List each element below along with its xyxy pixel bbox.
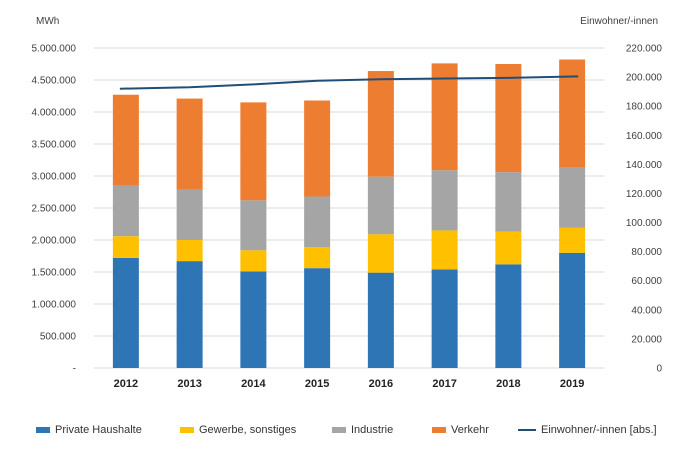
legend-item-gewerbe: Gewerbe, sonstiges <box>180 418 296 442</box>
y-right-tick-label: 40.000 <box>631 305 662 316</box>
legend-swatch <box>36 427 50 433</box>
bar-segment-2-2013 <box>176 240 203 262</box>
bar-segment-3-2012 <box>112 185 139 237</box>
bar-segment-4-2018 <box>495 64 522 173</box>
y-left-tick-label: - <box>73 364 76 375</box>
bar-segment-2-2014 <box>240 250 267 272</box>
y-left-tick-label: 2.000.000 <box>32 236 77 247</box>
bar-segment-1-2018 <box>495 264 522 368</box>
y-axis-right-unit: Einwohner/-innen <box>580 16 658 27</box>
y-right-tick-label: 60.000 <box>631 276 662 287</box>
legend-item-einwohner: Einwohner/-innen [abs.] <box>518 418 657 442</box>
legend-swatch <box>180 427 194 433</box>
legend-label: Private Haushalte <box>55 424 142 436</box>
legend-label: Einwohner/-innen [abs.] <box>541 424 657 436</box>
y-right-tick-label: 140.000 <box>626 160 663 171</box>
legend-label: Gewerbe, sonstiges <box>199 424 297 436</box>
bar-segment-3-2014 <box>240 200 267 251</box>
x-tick-label: 2015 <box>305 378 329 390</box>
legend-swatch <box>332 427 346 433</box>
bar-segment-1-2015 <box>304 268 331 368</box>
bar-segment-4-2013 <box>176 98 203 190</box>
bar-segment-2-2017 <box>431 230 458 270</box>
y-right-tick-label: 100.000 <box>626 218 663 229</box>
y-axis-left: - 500.000 1.000.000 1.500.000 2.000.000 2.500… <box>32 44 77 375</box>
bar-segment-4-2014 <box>240 102 267 201</box>
y-right-tick-label: 160.000 <box>626 131 663 142</box>
y-right-tick-label: 220.000 <box>626 44 663 55</box>
x-tick-label: 2013 <box>177 378 201 390</box>
y-right-tick-label: 120.000 <box>626 189 663 200</box>
y-right-tick-label: 20.000 <box>631 334 662 345</box>
legend-item-private-haushalte: Private Haushalte <box>36 418 142 442</box>
legend-item-verkehr: Verkehr <box>432 418 489 442</box>
bar-segment-4-2016 <box>367 71 394 177</box>
bar-segment-1-2014 <box>240 271 267 368</box>
x-tick-label: 2016 <box>369 378 393 390</box>
y-left-tick-label: 4.500.000 <box>32 76 77 87</box>
legend: Private Haushalte Gewerbe, sonstiges Ind… <box>0 418 693 442</box>
bar-segment-1-2019 <box>559 252 586 368</box>
x-tick-label: 2014 <box>241 378 266 390</box>
bar-segment-1-2016 <box>367 272 394 368</box>
y-right-tick-label: 0 <box>656 364 662 375</box>
x-tick-label: 2017 <box>432 378 456 390</box>
bars <box>112 59 586 368</box>
y-left-tick-label: 500.000 <box>40 332 77 343</box>
bar-segment-1-2017 <box>431 269 458 368</box>
legend-line-swatch <box>518 429 536 431</box>
y-axis-left-unit: MWh <box>36 16 59 27</box>
bar-segment-4-2015 <box>304 100 331 197</box>
legend-item-industrie: Industrie <box>332 418 393 442</box>
x-tick-label: 2019 <box>560 378 584 390</box>
x-tick-label: 2018 <box>496 378 520 390</box>
bar-segment-3-2018 <box>495 172 522 232</box>
y-left-tick-label: 1.000.000 <box>32 300 77 311</box>
y-left-tick-label: 4.000.000 <box>32 108 77 119</box>
y-left-tick-label: 3.500.000 <box>32 140 77 151</box>
y-right-tick-label: 80.000 <box>631 247 662 258</box>
legend-label: Verkehr <box>451 424 489 436</box>
population-line <box>119 75 579 90</box>
bar-segment-2-2018 <box>495 231 522 265</box>
bar-segment-3-2017 <box>431 170 458 231</box>
bar-segment-1-2013 <box>176 261 203 368</box>
bar-segment-4-2012 <box>112 94 139 186</box>
legend-label: Industrie <box>351 424 394 436</box>
bar-segment-3-2016 <box>367 176 394 235</box>
bar-segment-2-2019 <box>559 227 586 253</box>
y-left-tick-label: 5.000.000 <box>32 44 77 55</box>
y-axis-right: 0 20.000 40.000 60.000 80.000 100.000 120.000 1… <box>626 44 663 375</box>
y-left-tick-label: 2.500.000 <box>32 204 77 215</box>
bar-segment-3-2019 <box>559 167 586 228</box>
gridlines <box>94 47 604 369</box>
y-left-tick-label: 1.500.000 <box>32 268 77 279</box>
bar-segment-4-2017 <box>431 63 458 171</box>
y-right-tick-label: 200.000 <box>626 73 663 84</box>
x-tick-label: 2012 <box>114 378 138 390</box>
line-einwohner <box>119 75 579 90</box>
legend-swatch <box>432 427 446 433</box>
bar-segment-1-2012 <box>112 257 139 368</box>
y-left-tick-label: 3.000.000 <box>32 172 77 183</box>
bar-segment-2-2015 <box>304 247 331 269</box>
x-axis: 2012 2013 2014 2015 2016 2017 2018 2019 <box>114 378 585 390</box>
bar-segment-2-2012 <box>112 236 139 258</box>
bar-segment-3-2015 <box>304 196 331 248</box>
bar-segment-2-2016 <box>367 234 394 273</box>
y-right-tick-label: 180.000 <box>626 102 663 113</box>
bar-segment-3-2013 <box>176 189 203 240</box>
